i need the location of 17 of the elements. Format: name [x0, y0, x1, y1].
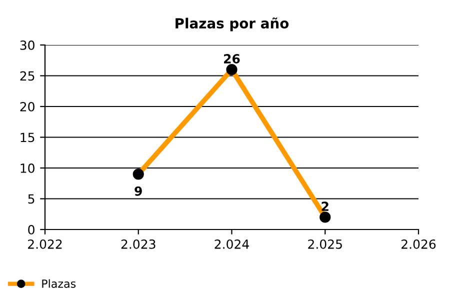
y-tick-label: 20 — [20, 102, 34, 112]
y-tick-label: 15 — [20, 132, 34, 142]
y-tick-label: 10 — [20, 163, 34, 173]
y-tick-label: 25 — [20, 71, 34, 81]
legend-label: Plazas — [42, 279, 76, 288]
chart-title: Plazas por año — [176, 18, 289, 32]
x-tick-label: 2.025 — [308, 239, 342, 249]
y-tick-label: 30 — [20, 40, 34, 50]
x-tick-label: 2.026 — [402, 239, 436, 249]
y-tick-label: 5 — [28, 194, 34, 204]
x-tick-label: 2.023 — [121, 239, 156, 249]
data-label: 9 — [134, 186, 142, 196]
x-tick-label: 2.024 — [214, 239, 249, 249]
data-label: 26 — [224, 54, 240, 64]
x-tick-label: 2.022 — [28, 239, 62, 249]
data-label: 2 — [322, 202, 328, 211]
y-tick-label: 0 — [28, 224, 34, 234]
